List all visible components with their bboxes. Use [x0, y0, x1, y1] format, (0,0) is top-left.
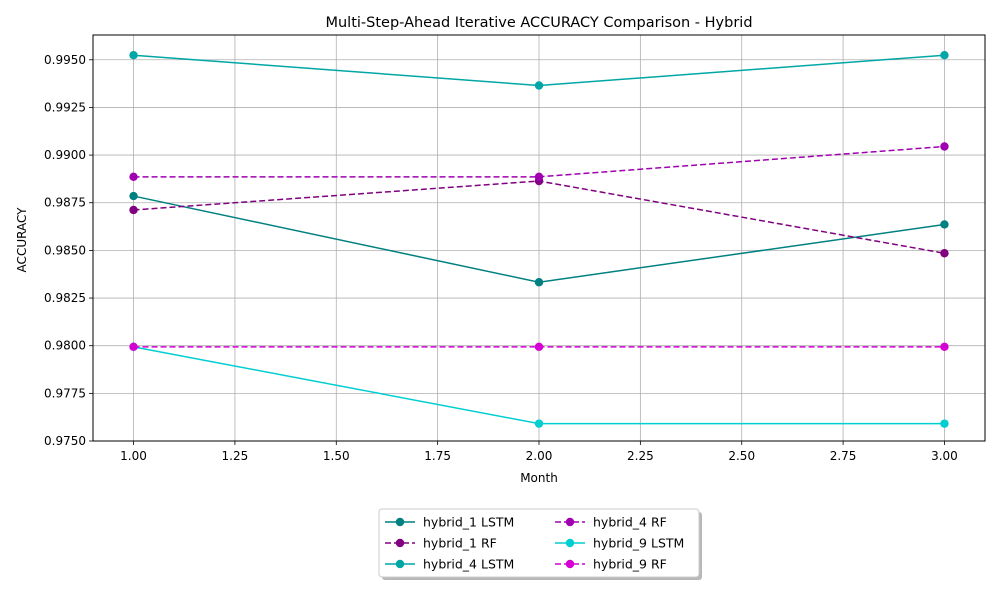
legend-marker [395, 559, 405, 569]
y-tick-label: 0.9775 [44, 386, 86, 400]
x-tick-label: 1.75 [424, 449, 451, 463]
series-point [534, 81, 544, 90]
series-point [129, 51, 138, 60]
legend-marker [565, 559, 575, 569]
legend-label: hybrid_9 RF [593, 557, 667, 572]
series-point [940, 342, 949, 352]
y-tick-label: 0.9875 [44, 196, 86, 210]
series-point [129, 205, 138, 215]
x-tick-label: 2.75 [830, 449, 857, 463]
series-point [940, 249, 949, 258]
x-tick-label: 3.00 [931, 449, 958, 463]
series-point [940, 220, 949, 229]
legend-label: hybrid_4 RF [593, 515, 667, 530]
series-point [129, 172, 138, 182]
x-tick-label: 1.50 [323, 449, 350, 463]
legend-label: hybrid_4 LSTM [423, 557, 514, 572]
legend-label: hybrid_9 LSTM [593, 536, 684, 551]
x-tick-label: 1.00 [120, 449, 147, 463]
x-axis-label: Month [520, 471, 558, 485]
series-point [129, 342, 138, 352]
y-tick-label: 0.9950 [44, 53, 86, 67]
series-point [940, 142, 949, 151]
series-point [534, 278, 544, 287]
grid [93, 35, 985, 442]
y-tick-label: 0.9900 [44, 148, 86, 162]
series-point [940, 51, 949, 60]
legend-marker [565, 538, 575, 548]
x-tick-label: 2.50 [728, 449, 755, 463]
legend-label: hybrid_1 RF [423, 536, 497, 551]
y-tick-label: 0.9800 [44, 339, 86, 353]
legend-box [378, 508, 700, 578]
plot-frame [92, 34, 986, 442]
x-tick-label: 2.25 [627, 449, 654, 463]
series-point [534, 342, 544, 352]
y-tick-label: 0.9750 [44, 434, 86, 448]
legend-marker [565, 517, 575, 527]
series-point [129, 191, 138, 201]
x-tick-label: 2.00 [526, 449, 553, 463]
legend-label: hybrid_1 LSTM [423, 515, 514, 530]
x-tick-label: 1.25 [222, 449, 249, 463]
y-tick-label: 0.9850 [44, 243, 86, 257]
legend: hybrid_1 LSTM hybrid_1 RF hybrid_4 LSTM hyb… [378, 508, 702, 580]
y-tick-label: 0.9925 [44, 100, 86, 114]
y-axis-label: ACCURACY [15, 207, 29, 273]
series-point [534, 172, 544, 182]
legend-marker [395, 517, 405, 527]
y-tick-label: 0.9825 [44, 291, 86, 305]
series-point [534, 419, 544, 428]
chart-title: Multi-Step-Ahead Iterative ACCURACY Comp… [325, 15, 752, 31]
series-layer [129, 51, 949, 428]
axes: 1.00 1.25 1.50 1.75 2.00 2.25 2.50 2.75 3.00 0.97… [44, 34, 986, 463]
legend-marker [395, 538, 405, 548]
series-point [940, 419, 949, 428]
